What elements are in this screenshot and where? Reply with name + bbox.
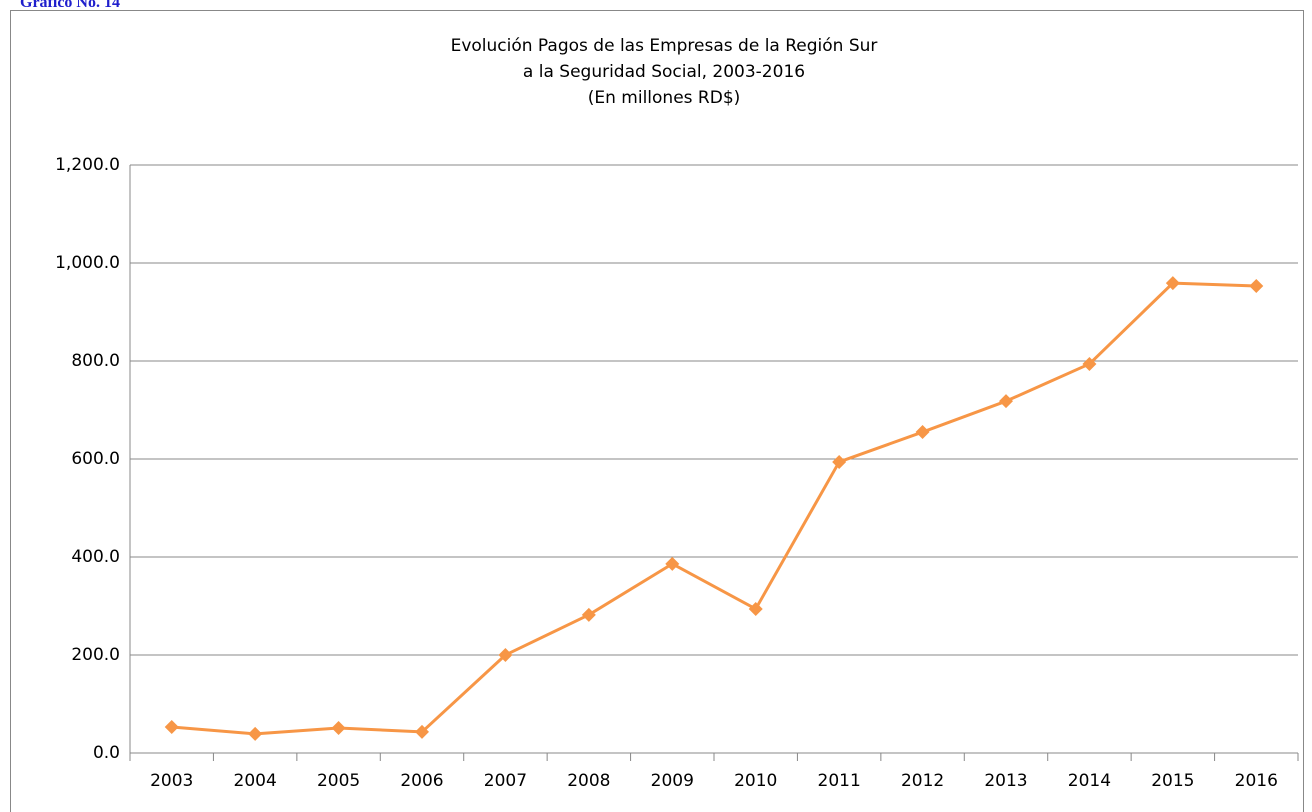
data-point — [1249, 279, 1264, 294]
y-tick-label: 400.0 — [71, 547, 120, 567]
y-tick-label: 1,000.0 — [55, 253, 120, 273]
data-point — [832, 454, 847, 469]
series-line — [171, 281, 1257, 736]
data-point — [1165, 276, 1180, 291]
y-tick-label: 800.0 — [71, 351, 120, 371]
data-point — [415, 724, 429, 739]
x-tick-label: 2004 — [234, 771, 277, 791]
chart-title: a la Seguridad Social, 2003-2016 — [523, 62, 805, 82]
x-tick-label: 2012 — [901, 771, 944, 791]
x-tick-label: 2011 — [818, 771, 861, 791]
data-point — [581, 607, 596, 622]
x-tick-label: 2014 — [1068, 771, 1111, 791]
chart-frame — [10, 10, 1304, 812]
data-point — [748, 601, 763, 616]
data-point — [915, 425, 930, 440]
x-tick-label: 2003 — [150, 771, 193, 791]
figure-label: Gráfico No. 14 — [20, 0, 120, 11]
y-tick-label: 200.0 — [71, 645, 120, 665]
x-tick-label: 2007 — [484, 771, 527, 791]
x-tick-label: 2008 — [567, 771, 610, 791]
y-tick-label: 1,200.0 — [55, 155, 120, 175]
x-tick-label: 2006 — [400, 771, 443, 791]
x-tick-label: 2005 — [317, 771, 360, 791]
data-point — [164, 720, 179, 735]
data-point — [331, 721, 346, 736]
x-tick-label: 2009 — [651, 771, 694, 791]
chart-title: (En millones RD$) — [588, 88, 741, 108]
y-tick-label: 0.0 — [93, 743, 120, 763]
x-tick-label: 2010 — [734, 771, 777, 791]
data-point — [248, 726, 263, 741]
x-tick-label: 2016 — [1235, 771, 1278, 791]
data-point — [999, 394, 1013, 409]
y-tick-label: 600.0 — [71, 449, 120, 469]
data-point — [665, 556, 680, 571]
x-tick-label: 2013 — [984, 771, 1027, 791]
x-tick-label: 2015 — [1151, 771, 1194, 791]
data-point — [1082, 356, 1097, 371]
data-point — [498, 648, 513, 662]
chart-title: Evolución Pagos de las Empresas de la Re… — [451, 36, 878, 56]
